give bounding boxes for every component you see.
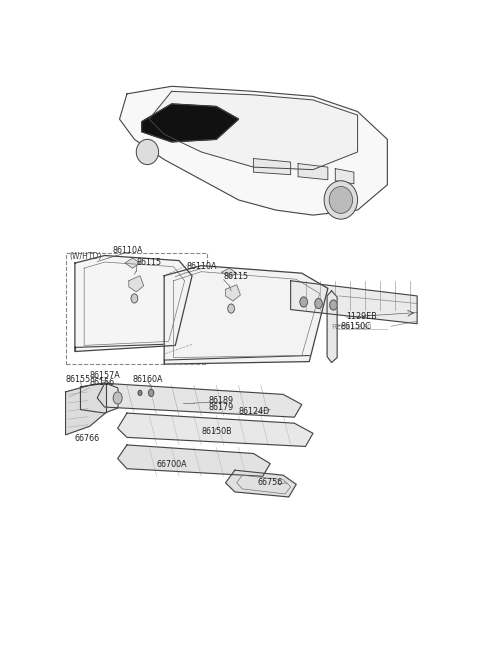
Polygon shape — [97, 383, 302, 417]
Text: 86157A: 86157A — [90, 371, 120, 380]
Circle shape — [131, 294, 138, 303]
Text: 86160A: 86160A — [132, 375, 163, 384]
Polygon shape — [226, 470, 296, 497]
Text: 66700A: 66700A — [156, 460, 187, 468]
Polygon shape — [142, 104, 239, 142]
Text: 86124D: 86124D — [239, 407, 270, 416]
Polygon shape — [327, 291, 337, 363]
Ellipse shape — [324, 181, 358, 219]
Circle shape — [228, 304, 234, 313]
Text: 86110A: 86110A — [112, 246, 143, 255]
Polygon shape — [253, 159, 290, 174]
Polygon shape — [222, 268, 237, 277]
Polygon shape — [290, 281, 417, 323]
Text: 86179: 86179 — [209, 403, 234, 411]
Circle shape — [113, 392, 122, 404]
Polygon shape — [226, 285, 240, 301]
Polygon shape — [335, 169, 354, 184]
Text: 86115: 86115 — [224, 272, 249, 281]
Circle shape — [300, 297, 307, 307]
Text: 86150B: 86150B — [202, 427, 232, 436]
Text: 86156: 86156 — [90, 379, 115, 387]
Text: 86189: 86189 — [209, 396, 234, 405]
Text: (W/HTD): (W/HTD) — [69, 252, 102, 261]
Circle shape — [315, 298, 322, 308]
Polygon shape — [149, 91, 358, 170]
Circle shape — [148, 390, 154, 396]
Polygon shape — [81, 383, 120, 413]
Text: 86115: 86115 — [136, 258, 161, 266]
Text: 86110A: 86110A — [186, 262, 217, 271]
Polygon shape — [120, 87, 387, 215]
Polygon shape — [118, 413, 313, 447]
Ellipse shape — [329, 186, 353, 213]
Polygon shape — [66, 383, 107, 435]
Polygon shape — [118, 445, 270, 476]
Circle shape — [138, 390, 142, 396]
Text: 1129EB: 1129EB — [347, 312, 377, 321]
Text: 86155: 86155 — [66, 375, 91, 384]
Bar — [66, 253, 207, 364]
Text: 66756: 66756 — [257, 478, 282, 487]
Text: 66766: 66766 — [75, 434, 100, 443]
Text: 86150C: 86150C — [341, 321, 372, 331]
Polygon shape — [129, 276, 144, 292]
Circle shape — [330, 300, 337, 310]
Polygon shape — [164, 266, 328, 364]
Text: REF.81-830: REF.81-830 — [332, 324, 372, 330]
Polygon shape — [298, 163, 328, 180]
Ellipse shape — [136, 139, 158, 165]
Polygon shape — [125, 258, 140, 268]
Polygon shape — [75, 255, 192, 352]
